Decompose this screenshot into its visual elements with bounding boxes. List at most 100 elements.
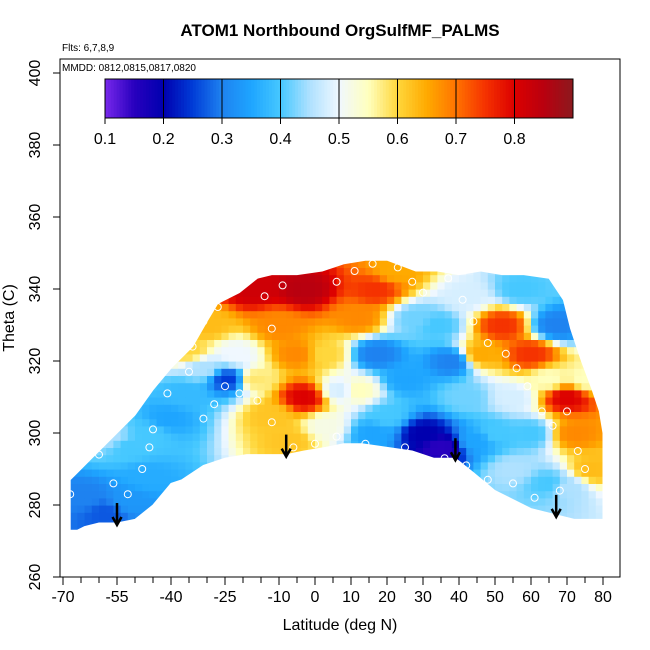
field-cell	[567, 476, 575, 484]
field-cell	[120, 476, 129, 484]
field-cell	[480, 440, 489, 448]
sample-point	[440, 454, 449, 463]
field-cell	[437, 346, 446, 355]
field-cell	[214, 375, 222, 384]
colorbar-segment	[262, 79, 267, 118]
field-cell	[545, 418, 554, 427]
field-cell	[70, 404, 78, 412]
field-cell	[235, 267, 244, 276]
field-cell	[595, 411, 603, 420]
field-cell	[552, 425, 561, 434]
field-cell	[459, 476, 467, 484]
field-cell	[286, 418, 294, 427]
field-cell	[127, 368, 136, 376]
field-cell	[401, 310, 410, 319]
field-cell	[199, 310, 208, 319]
field-cell	[351, 425, 359, 434]
field-cell	[322, 404, 330, 412]
field-cell	[113, 461, 122, 470]
field-cell	[531, 361, 539, 369]
field-cell	[293, 317, 302, 326]
field-cell	[279, 425, 287, 434]
field-cell	[437, 483, 446, 492]
field-cell	[552, 332, 561, 340]
field-cell	[408, 433, 417, 441]
field-cell	[127, 382, 136, 391]
colorbar-segment	[289, 79, 293, 118]
field-cell	[307, 497, 316, 506]
field-cell	[394, 325, 402, 333]
field-cell	[91, 375, 100, 384]
colorbar-segment	[327, 79, 331, 118]
field-cell	[149, 433, 158, 441]
colorbar-segment	[570, 79, 574, 118]
field-cell	[329, 447, 338, 456]
y-tick-label: 320	[27, 348, 44, 375]
field-cell	[595, 332, 603, 340]
field-cell	[423, 317, 431, 326]
field-cell	[531, 526, 539, 531]
field-cell	[495, 382, 503, 391]
field-cell	[423, 353, 431, 362]
field-cell	[135, 447, 143, 456]
field-cell	[451, 476, 460, 484]
field-cell	[149, 325, 158, 333]
field-cell	[63, 534, 71, 542]
field-cell	[221, 490, 230, 499]
field-cell	[307, 447, 316, 456]
field-cell	[106, 512, 114, 520]
field-cell	[387, 440, 395, 448]
field-cell	[70, 332, 71, 340]
field-cell	[567, 260, 575, 261]
field-cell	[559, 476, 568, 484]
sample-point	[138, 465, 147, 473]
field-cell	[70, 512, 78, 520]
field-cell	[185, 497, 194, 506]
field-cell	[595, 512, 603, 520]
field-cell	[516, 361, 525, 369]
field-cell	[207, 483, 215, 492]
field-cell	[437, 433, 446, 441]
field-cell	[135, 519, 143, 528]
field-cell	[487, 274, 496, 283]
field-cell	[574, 317, 582, 326]
field-cell	[595, 483, 603, 492]
field-cell	[329, 483, 338, 492]
field-cell	[379, 267, 388, 276]
field-cell	[243, 375, 251, 384]
field-cell	[358, 425, 366, 434]
field-cell	[502, 389, 510, 398]
field-cell	[77, 440, 86, 448]
field-cell	[401, 469, 410, 477]
field-cell	[473, 281, 482, 290]
field-cell	[163, 454, 172, 463]
field-cell	[437, 274, 446, 283]
field-cell	[423, 411, 431, 420]
field-cell	[113, 325, 122, 333]
field-cell	[394, 440, 402, 448]
field-cell	[523, 346, 532, 355]
field-cell	[207, 440, 215, 448]
field-cell	[221, 476, 230, 484]
field-cell	[243, 267, 251, 276]
field-cell	[106, 375, 114, 384]
field-cell	[77, 353, 86, 362]
field-cell	[423, 339, 431, 348]
field-cell	[538, 447, 546, 456]
field-cell	[250, 469, 258, 477]
field-cell	[372, 454, 381, 463]
field-cell	[257, 303, 266, 312]
field-cell	[106, 534, 114, 542]
field-cell	[379, 325, 388, 333]
field-cell	[329, 260, 338, 261]
field-cell	[437, 411, 446, 420]
field-cell	[473, 526, 482, 531]
field-cell	[99, 361, 107, 369]
field-cell	[257, 382, 266, 391]
field-cell	[394, 454, 402, 463]
field-cell	[207, 368, 215, 376]
field-cell	[185, 519, 194, 528]
field-cell	[243, 296, 251, 304]
field-cell	[178, 490, 186, 499]
field-cell	[149, 389, 158, 398]
